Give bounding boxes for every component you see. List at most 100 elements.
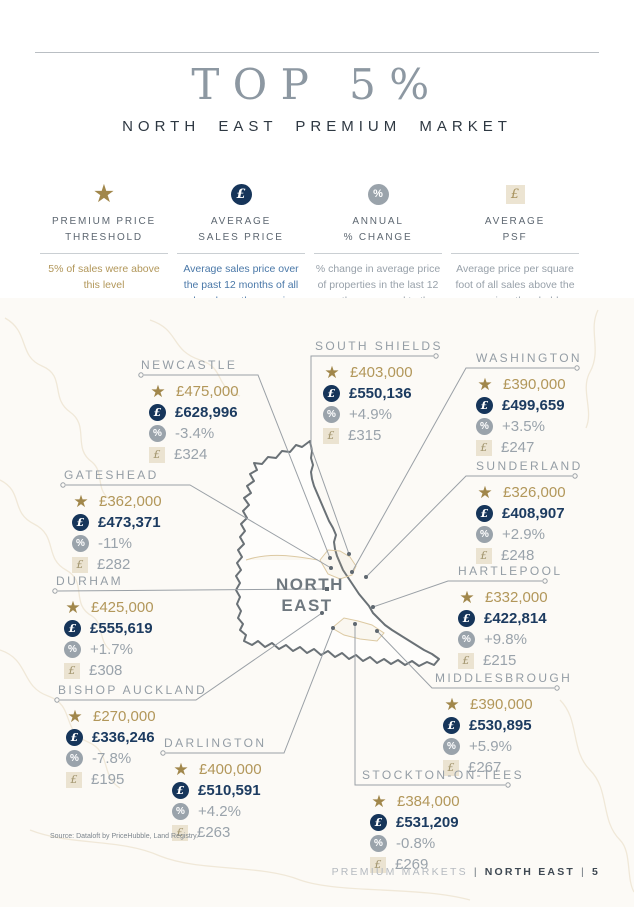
avg-sales-price-row: £ £530,895 <box>443 715 572 736</box>
premium-threshold-row: ★ £475,000 <box>149 381 238 402</box>
avg-sales-price-row: £ £499,659 <box>476 395 582 416</box>
star-icon: ★ <box>324 363 340 382</box>
average-psf-pound-icon: £ <box>451 180 579 208</box>
annual-percent-change-icon: % <box>314 180 442 208</box>
premium-threshold-row: ★ £400,000 <box>172 759 266 780</box>
pound-circle-icon: £ <box>370 814 387 831</box>
avg-psf-value: £308 <box>89 662 123 679</box>
star-icon: ★ <box>173 760 189 779</box>
star-icon: ★ <box>67 707 83 726</box>
annual-change-row: % +1.7% <box>64 639 154 660</box>
pound-circle-icon: £ <box>476 505 493 522</box>
page-subtitle: NORTH EAST PREMIUM MARKET <box>122 118 512 135</box>
city-name: HARTLEPOOL <box>458 564 563 578</box>
annual-change-row: % -3.4% <box>149 423 239 444</box>
connector-south-shields <box>310 353 439 556</box>
premium-threshold-value: £403,000 <box>350 364 413 381</box>
footer-section: PREMIUM MARKETS <box>331 866 468 878</box>
pound-square-icon: £ <box>505 184 525 204</box>
annual-change-value: +4.2% <box>198 803 241 820</box>
premium-threshold-row: ★ £403,000 <box>323 362 443 383</box>
legend-title-line2: PSF <box>502 232 528 243</box>
avg-sales-price-row: £ £628,996 <box>149 402 239 423</box>
percent-circle-icon: % <box>172 803 189 820</box>
percent-circle-icon: % <box>66 750 83 767</box>
premium-threshold-row: ★ £270,000 <box>66 706 207 727</box>
avg-sales-price-value: £555,619 <box>90 620 153 637</box>
pound-square-icon: £ <box>476 547 492 564</box>
premium-threshold-value: £362,000 <box>99 493 162 510</box>
city-name: SUNDERLAND <box>476 459 583 473</box>
premium-threshold-row: ★ £425,000 <box>64 597 153 618</box>
pound-circle-icon: £ <box>149 404 166 421</box>
connector-darlington <box>160 626 335 756</box>
avg-sales-price-row: £ £531,209 <box>370 812 524 833</box>
city-card-durham: DURHAM ★ £425,000 £ £555,619 % +1.7% £ £308 <box>56 574 154 681</box>
legend-title-line2: % CHANGE <box>343 232 413 243</box>
connector-hartlepool <box>371 578 548 609</box>
avg-sales-price-row: £ £555,619 <box>64 618 154 639</box>
premium-threshold-value: £332,000 <box>485 589 548 606</box>
premium-threshold-row: ★ £332,000 <box>458 587 562 608</box>
star-icon: ★ <box>459 588 475 607</box>
avg-psf-value: £263 <box>197 824 231 841</box>
pound-square-icon: £ <box>458 652 474 669</box>
background-coastlines <box>0 309 634 901</box>
connector-bishop-auckland <box>54 611 324 703</box>
premium-threshold-value: £390,000 <box>470 696 533 713</box>
legend-title-line1: AVERAGE <box>484 216 546 227</box>
pound-circle-icon: £ <box>230 183 252 205</box>
star-icon: ★ <box>92 179 116 208</box>
avg-psf-value: £282 <box>97 556 131 573</box>
source-note: Source: Dataloft by PriceHubble, Land Re… <box>50 833 199 840</box>
pound-circle-icon: £ <box>64 620 81 637</box>
footer-separator: | <box>473 866 479 878</box>
percent-circle-icon: % <box>323 406 340 423</box>
annual-change-row: % +4.2% <box>172 801 266 822</box>
city-card-middlesbrough: MIDDLESBROUGH ★ £390,000 £ £530,895 % +5.9%… <box>435 671 572 778</box>
page-title: TOP 5% <box>191 60 443 109</box>
avg-sales-price-value: £473,371 <box>98 514 161 531</box>
avg-psf-row: £ £248 <box>476 545 583 566</box>
legend-title-line1: PREMIUM PRICE <box>52 216 156 227</box>
avg-sales-price-row: £ £510,591 <box>172 780 266 801</box>
annual-change-row: % +5.9% <box>443 736 572 757</box>
city-card-sunderland: SUNDERLAND ★ £326,000 £ £408,907 % +2.9% £ £… <box>468 459 583 566</box>
city-card-gateshead: GATESHEAD ★ £362,000 £ £473,371 % -11% £ £28… <box>64 468 162 575</box>
premium-threshold-row: ★ £362,000 <box>72 491 162 512</box>
page-footer: PREMIUM MARKETS | NORTH EAST | 5 <box>332 866 600 878</box>
average-sales-price-pound-icon: £ <box>177 180 305 208</box>
premium-threshold-row: ★ £390,000 <box>443 694 572 715</box>
percent-circle-icon: % <box>476 418 493 435</box>
annual-change-value: +9.8% <box>484 631 527 648</box>
pound-circle-icon: £ <box>323 385 340 402</box>
star-icon: ★ <box>444 695 460 714</box>
avg-sales-price-value: £499,659 <box>502 397 565 414</box>
annual-change-value: +1.7% <box>90 641 133 658</box>
pound-circle-icon: £ <box>443 717 460 734</box>
city-card-washington: WASHINGTON ★ £390,000 £ £499,659 % +3.5% £ £… <box>468 351 582 458</box>
annual-change-value: -3.4% <box>175 425 215 442</box>
star-icon: ★ <box>73 492 89 511</box>
connector-gateshead <box>60 482 333 570</box>
connector-durham <box>52 587 329 594</box>
annual-change-row: % -7.8% <box>66 748 207 769</box>
region-label-line2: EAST <box>281 596 333 616</box>
connector-newcastle <box>138 372 332 560</box>
legend-title-line1: ANNUAL <box>352 216 404 227</box>
connector-stockton-on-tees <box>353 622 511 788</box>
connector-middlesbrough <box>375 629 560 691</box>
city-name: WASHINGTON <box>476 351 583 365</box>
pound-square-icon: £ <box>72 556 88 573</box>
premium-threshold-value: £326,000 <box>503 484 566 501</box>
avg-sales-price-row: £ £422,814 <box>458 608 562 629</box>
pound-square-icon: £ <box>443 759 459 776</box>
avg-psf-row: £ £324 <box>149 444 239 465</box>
avg-psf-row: £ £195 <box>66 769 207 790</box>
avg-sales-price-value: £550,136 <box>349 385 412 402</box>
footer-page-number: 5 <box>591 866 600 878</box>
avg-sales-price-row: £ £408,907 <box>476 503 583 524</box>
annual-change-row: % +4.9% <box>323 404 443 425</box>
avg-psf-value: £269 <box>395 856 429 873</box>
